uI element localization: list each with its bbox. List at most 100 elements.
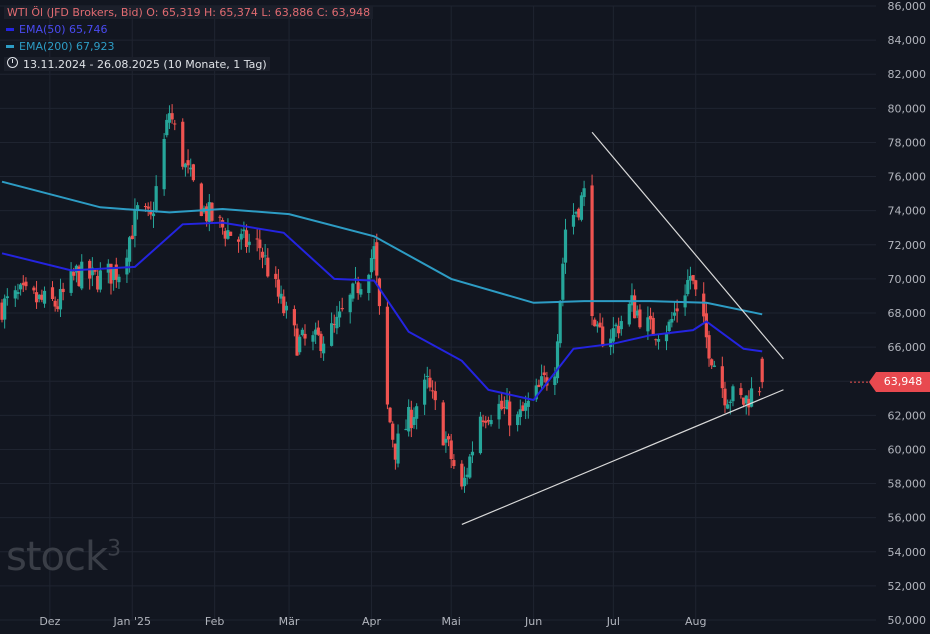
candle-up (516, 414, 520, 426)
candle-up (80, 261, 84, 289)
candle-up (183, 163, 188, 168)
instrument-title: WTI Öl (JFD Brokers, Bid) O: 65,319 H: 6… (4, 6, 374, 19)
candle-up (348, 294, 352, 313)
candle-up (425, 375, 429, 377)
candle-down (170, 113, 174, 120)
x-tick-label: Jun (524, 615, 542, 628)
candle-down (691, 275, 695, 281)
candle-up (207, 202, 211, 222)
candle-up (611, 328, 615, 342)
candle-down (316, 327, 320, 335)
chart-legend: WTI Öl (JFD Brokers, Bid) O: 65,319 H: 6… (4, 4, 374, 72)
candle-down (244, 230, 249, 247)
y-tick-label: 78,000 (888, 136, 927, 149)
candle-up (329, 323, 334, 346)
candle-up (534, 385, 538, 400)
candle-up (574, 211, 578, 214)
candle-up (351, 283, 355, 299)
ema50-label: EMA(50) 65,746 (19, 23, 108, 36)
date-range: 13.11.2024 - 26.08.2025 (10 Monate, 1 Ta… (4, 56, 270, 71)
ema50-line (1, 221, 763, 402)
candle-up (582, 188, 586, 198)
candle-down (282, 296, 286, 314)
candle-down (638, 309, 642, 328)
candle-up (579, 195, 584, 220)
candle-up (462, 477, 467, 487)
candle-down (303, 333, 307, 339)
candle-up (686, 280, 690, 295)
watermark-sup: 3 (107, 536, 121, 562)
candle-up (712, 365, 716, 367)
candle-up (415, 406, 419, 419)
ema200-swatch (6, 45, 14, 48)
candle-down (260, 251, 265, 258)
clock-icon (7, 56, 18, 68)
candle-down (32, 287, 36, 291)
candle-up (135, 205, 140, 211)
candle-down (388, 407, 392, 423)
date-range-label: 13.11.2024 - 26.08.2025 (10 Monate, 1 Ta… (23, 57, 267, 71)
candle-down (430, 390, 435, 392)
y-tick-label: 56,000 (888, 512, 927, 525)
candle-down (149, 210, 153, 215)
candle-down (508, 401, 512, 426)
candle-up (359, 289, 363, 295)
y-tick-label: 60,000 (888, 443, 927, 456)
candle-down (428, 377, 432, 388)
y-tick-label: 76,000 (888, 171, 927, 184)
candle-up (154, 186, 158, 211)
candle-down (521, 405, 525, 411)
candle-up (367, 274, 371, 293)
candle-up (284, 305, 289, 311)
candle-down (255, 238, 259, 240)
candle-down (221, 220, 225, 228)
candle-up (162, 138, 166, 190)
candle-down (747, 398, 751, 408)
x-tick-label: Dez (39, 615, 60, 628)
candle-down (93, 269, 97, 272)
candle-down (577, 208, 581, 218)
candle-up (728, 401, 732, 403)
candle-up (279, 293, 283, 299)
x-tick-label: Jul (606, 615, 620, 628)
candle-up (314, 329, 318, 335)
candle-down (332, 324, 336, 326)
last-price-tag: 63,948 (869, 372, 930, 392)
candle-down (173, 123, 177, 125)
candle-up (404, 428, 408, 431)
candle-up (518, 409, 522, 418)
candle-down (50, 287, 55, 300)
candle-up (369, 258, 374, 273)
candle-up (667, 321, 671, 332)
candle-up (407, 406, 411, 432)
candle-up (656, 338, 661, 342)
candle-down (449, 440, 453, 460)
candle-up (731, 386, 735, 402)
candle-down (741, 397, 746, 405)
candle-down (191, 164, 195, 181)
candle-up (396, 433, 400, 464)
candle-up (13, 290, 17, 299)
x-tick-label: Feb (205, 615, 224, 628)
candle-down (356, 282, 360, 294)
candle-up (125, 257, 129, 275)
candle-down (146, 206, 150, 209)
candle-down (143, 206, 148, 208)
candle-up (571, 214, 576, 227)
candle-up (619, 321, 623, 330)
candle-up (635, 310, 639, 316)
y-tick-label: 70,000 (888, 273, 927, 286)
candle-up (298, 336, 302, 353)
candle-up (412, 417, 416, 426)
candle-up (561, 263, 565, 300)
candle-up (744, 395, 748, 404)
candle-down (446, 436, 451, 440)
ema50-swatch (6, 28, 14, 31)
candle-up (614, 324, 618, 327)
candle-up (98, 270, 102, 290)
candle-down (210, 202, 214, 221)
candle-up (563, 229, 568, 263)
candle-down (720, 366, 724, 389)
candle-down (295, 328, 299, 356)
candle-down (0, 302, 4, 320)
